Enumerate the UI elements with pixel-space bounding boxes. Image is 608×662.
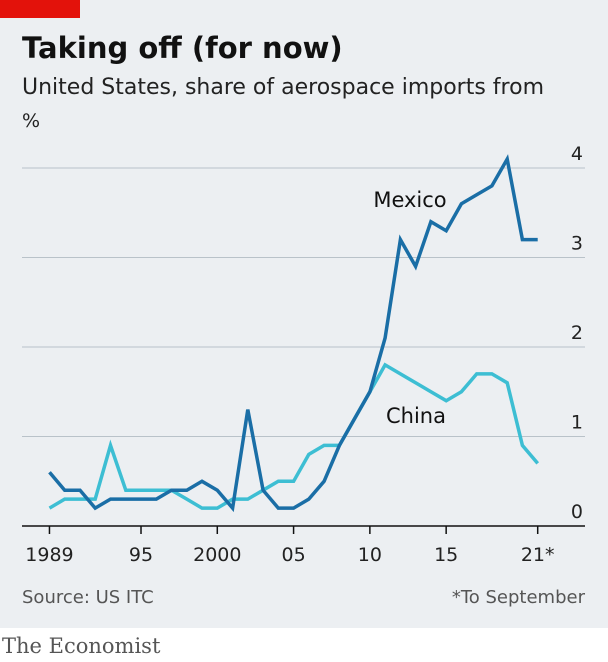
x-tick-label: 15: [434, 544, 458, 566]
background: [0, 0, 608, 628]
y-tick-label: 2: [571, 322, 583, 344]
x-tick-label: 1989: [25, 544, 73, 566]
chart-subtitle: United States, share of aerospace import…: [22, 75, 544, 100]
series-label: China: [386, 404, 446, 428]
line-series: [48, 362, 540, 510]
chart-title: Taking off (for now): [22, 31, 343, 65]
line-series: [48, 154, 538, 513]
x-tick-label: 21*: [521, 544, 555, 566]
y-tick-label: 4: [571, 143, 583, 165]
y-unit: %: [22, 110, 40, 132]
x-tick-label: 10: [358, 544, 382, 566]
x-tick-label: 2000: [193, 544, 241, 566]
series-label: Mexico: [373, 188, 446, 212]
y-tick-label: 0: [571, 501, 583, 523]
note: *To September: [452, 587, 586, 608]
y-tick-label: 3: [571, 233, 583, 255]
x-tick-label: 05: [281, 544, 305, 566]
brand: The Economist: [2, 634, 161, 658]
x-tick-label: 95: [129, 544, 153, 566]
y-tick-label: 1: [571, 412, 583, 434]
source: Source: US ITC: [22, 587, 154, 608]
red-tag: [0, 0, 80, 18]
